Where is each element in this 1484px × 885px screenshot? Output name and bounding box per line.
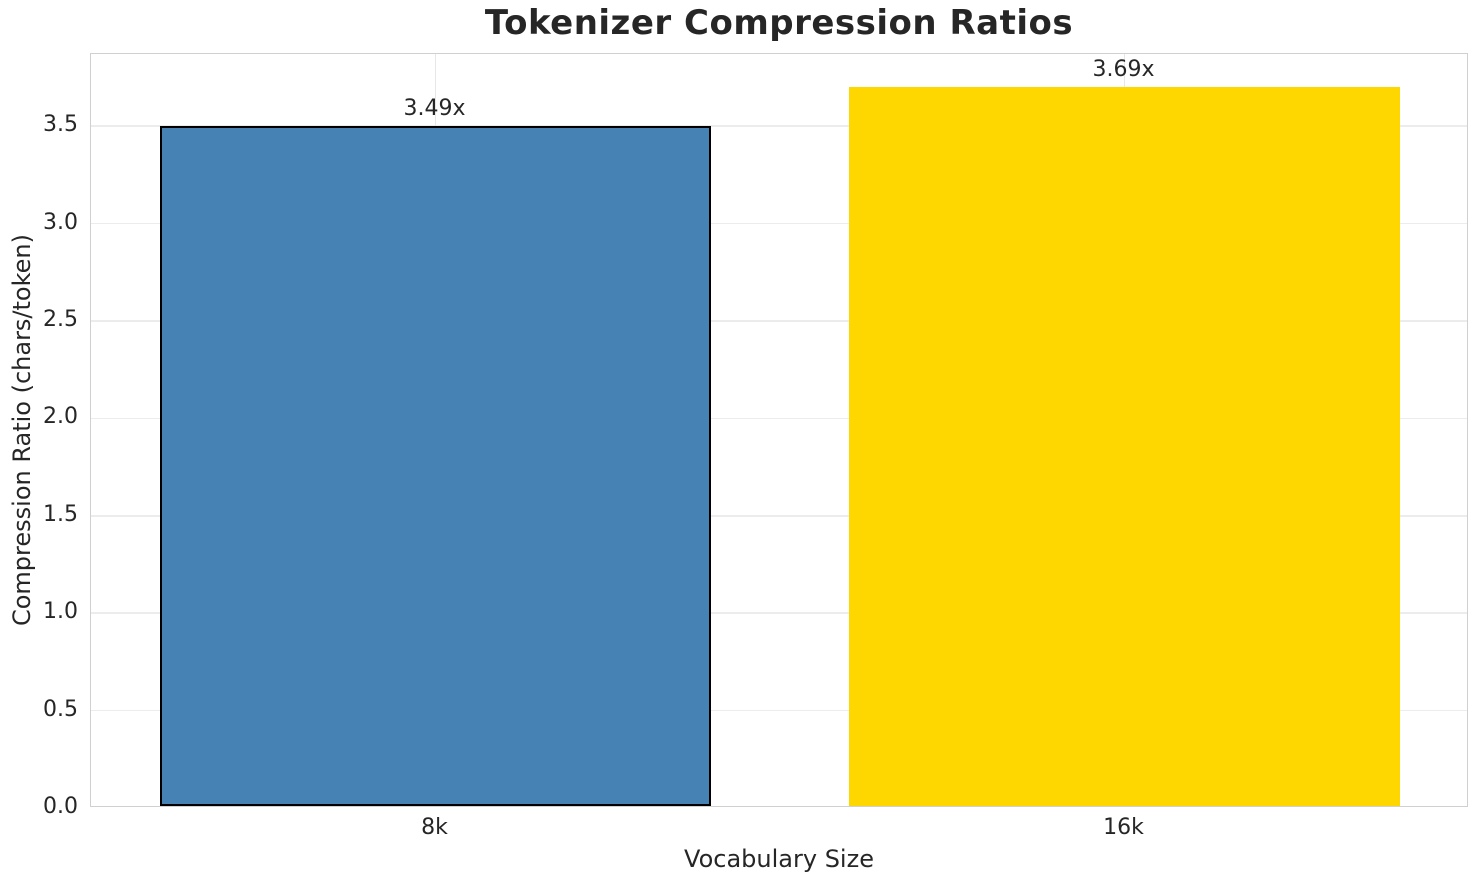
y-tick-label: 1.0 xyxy=(43,599,78,625)
horizontal-gridline xyxy=(91,320,1467,322)
y-tick-label: 0.0 xyxy=(43,794,78,819)
x-tick-label: 16k xyxy=(1103,815,1144,840)
y-tick-label: 3.0 xyxy=(43,209,78,235)
horizontal-gridline xyxy=(91,709,1467,712)
bar-value-label: 3.49x xyxy=(403,96,466,122)
chart-title: Tokenizer Compression Ratios xyxy=(484,3,1074,43)
x-axis-label: Vocabulary Size xyxy=(684,845,874,873)
x-tick-label: 8k xyxy=(421,815,448,840)
horizontal-gridline xyxy=(91,417,1467,420)
horizontal-gridline xyxy=(91,222,1467,225)
bar-16k xyxy=(848,87,1401,806)
y-tick-label: 2.5 xyxy=(43,306,78,332)
y-tick-label: 3.5 xyxy=(43,112,78,138)
y-tick-label: 2.0 xyxy=(43,404,78,430)
bar-8k xyxy=(159,126,712,806)
y-tick-label: 0.5 xyxy=(43,696,78,722)
horizontal-gridline xyxy=(91,515,1467,517)
horizontal-gridline xyxy=(91,125,1467,127)
horizontal-gridline xyxy=(91,612,1467,614)
bar-value-label: 3.69x xyxy=(1092,57,1155,83)
plot-area xyxy=(90,53,1468,807)
y-tick-label: 1.5 xyxy=(43,501,78,527)
